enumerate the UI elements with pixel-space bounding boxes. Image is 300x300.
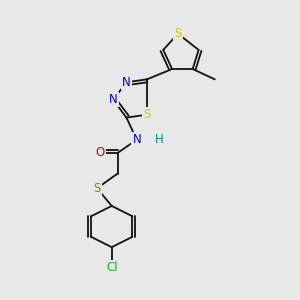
- Text: N: N: [109, 93, 118, 106]
- Text: S: S: [174, 27, 182, 40]
- Text: S: S: [143, 108, 151, 121]
- Text: H: H: [154, 133, 163, 146]
- Text: N: N: [122, 76, 131, 89]
- Text: Cl: Cl: [106, 261, 118, 274]
- Text: N: N: [132, 133, 141, 146]
- Text: O: O: [95, 146, 105, 159]
- Text: S: S: [93, 182, 101, 195]
